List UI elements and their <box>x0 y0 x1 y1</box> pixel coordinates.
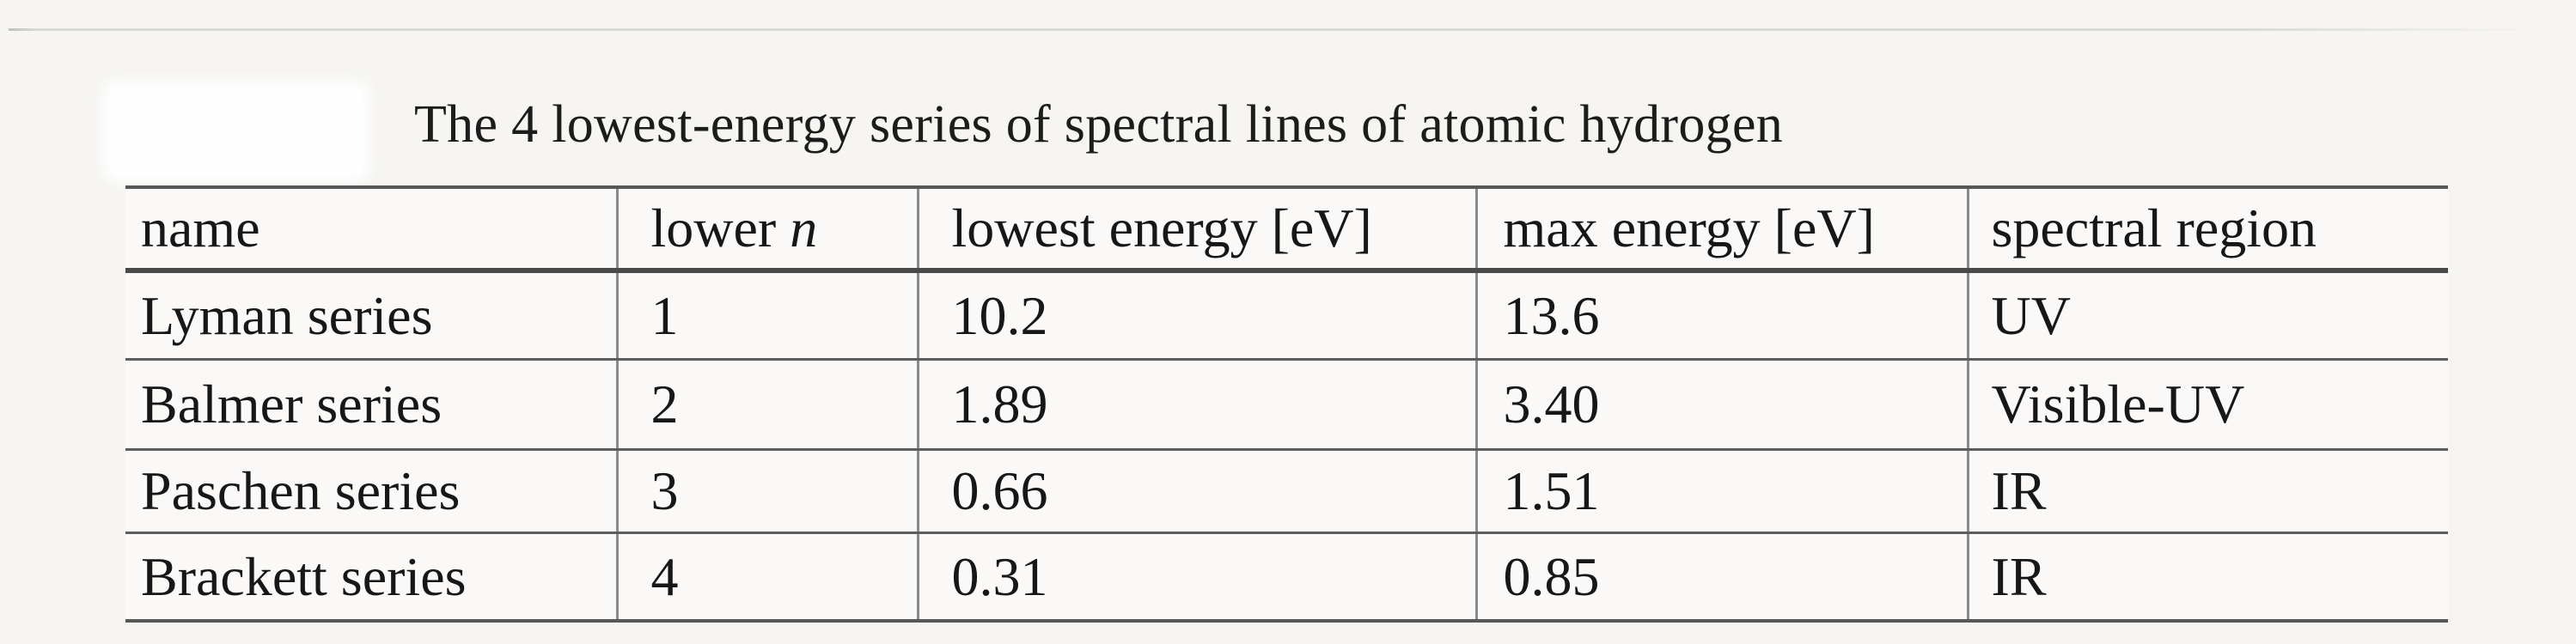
cell-lower-n: 4 <box>615 532 918 621</box>
table-row-balmer: Balmer series 2 1.89 3.40 Visible-UV <box>125 359 2448 451</box>
cell-spectral-region: UV <box>1966 270 2448 361</box>
cell-max-energy: 13.6 <box>1474 270 1968 361</box>
hydrogen-spectral-series-table: name lower n lowest energy [eV] max ener… <box>125 185 2448 623</box>
header-label: lower <box>650 197 791 258</box>
cell-lowest-energy: 0.31 <box>916 532 1476 621</box>
cell-spectral-region: IR <box>1966 449 2448 534</box>
table-row-lyman: Lyman series 1 10.2 13.6 UV <box>125 270 2448 361</box>
erased-caption-area <box>110 88 363 175</box>
cell-spectral-region: Visible-UV <box>1966 359 2448 451</box>
cell-series-name: Balmer series <box>125 359 617 451</box>
cell-lowest-energy: 1.89 <box>916 359 1476 451</box>
table-row-brackett: Brackett series 4 0.31 0.85 IR <box>125 532 2448 621</box>
column-header-max-energy: max energy [eV] <box>1474 187 1968 273</box>
cell-series-name: Paschen series <box>125 449 617 534</box>
table-row-paschen: Paschen series 3 0.66 1.51 IR <box>125 449 2448 534</box>
top-divider-line <box>9 28 2540 31</box>
column-header-name: name <box>125 187 617 273</box>
header-label: spectral region <box>1991 197 2317 258</box>
header-row: name lower n lowest energy [eV] max ener… <box>125 187 2448 273</box>
cell-series-name: Brackett series <box>141 545 467 607</box>
cell-lower-n: 2 <box>615 359 918 451</box>
column-header-lower-n: lower n <box>615 187 918 273</box>
cell-spectral-region: IR <box>1966 532 2448 621</box>
cell-max-energy: 1.51 <box>1474 449 1968 534</box>
cell-lowest-energy: 0.66 <box>916 449 1476 534</box>
cell-lower-n: 1 <box>615 270 918 361</box>
table-caption: The 4 lowest-energy series of spectral l… <box>414 95 1784 154</box>
header-label-italic: n <box>790 197 818 258</box>
cell-series-name: Lyman series <box>125 270 617 361</box>
column-header-lowest-energy: lowest energy [eV] <box>916 187 1476 273</box>
header-label: lowest energy [eV] <box>951 197 1372 258</box>
column-header-spectral-region: spectral region <box>1966 187 2448 273</box>
cell-lower-n: 3 <box>615 449 918 534</box>
cell-lowest-energy: 10.2 <box>916 270 1476 361</box>
header-label: max energy [eV] <box>1503 197 1875 258</box>
cell-max-energy: 3.40 <box>1474 359 1968 451</box>
cell-max-energy: 0.85 <box>1474 532 1968 621</box>
header-label: name <box>141 197 260 258</box>
